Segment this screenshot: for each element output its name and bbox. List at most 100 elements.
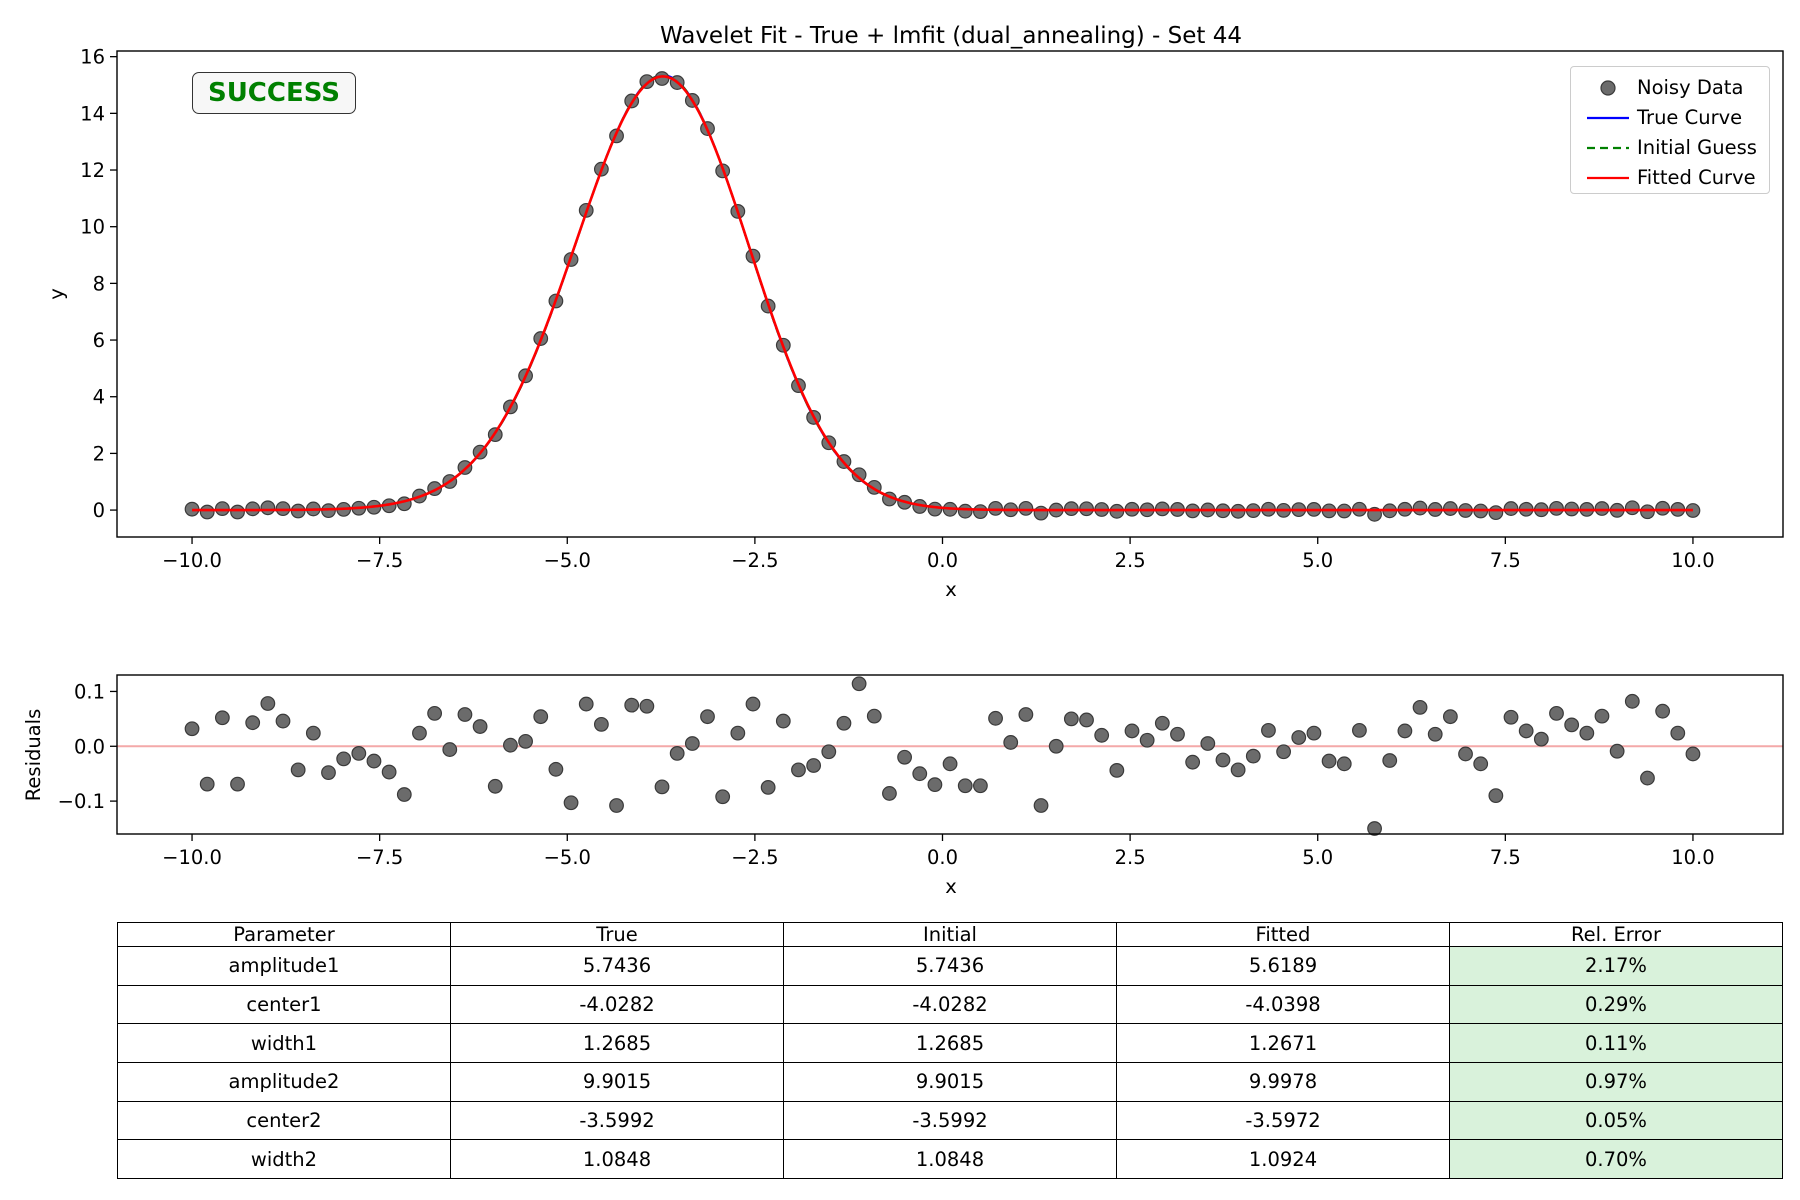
residual-x-ticks: −10.0 −7.5 −5.0 −2.5 0.0 2.5 5.0 7.5 10.0 <box>162 834 1715 869</box>
residual-point <box>396 787 412 802</box>
residual-point <box>760 779 776 795</box>
table-cell-rel-error: 0.97% <box>1449 1061 1783 1102</box>
noisy-data-point <box>214 501 230 516</box>
residual-point <box>1154 715 1170 731</box>
table-header-cell: Parameter <box>117 922 451 947</box>
residual-y-axis-label: Residuals <box>22 709 45 802</box>
residual-point <box>957 778 973 794</box>
table-cell: 5.7436 <box>783 946 1117 986</box>
residual-point <box>730 725 746 741</box>
legend-item-noisy-data: Noisy Data <box>1571 73 1771 103</box>
noisy-data-point <box>1442 501 1458 516</box>
noisy-data-point <box>927 501 943 517</box>
residual-point <box>1063 711 1079 727</box>
table-cell: 5.7436 <box>450 946 784 986</box>
table-cell: 1.2685 <box>783 1023 1117 1063</box>
residual-point <box>1594 708 1610 724</box>
table-cell: -3.5992 <box>783 1100 1117 1141</box>
table-cell: center2 <box>117 1100 451 1141</box>
residual-point <box>669 746 685 761</box>
main-x-ticks: −10.0 −7.5 −5.0 −2.5 0.0 2.5 5.0 7.5 10.0 <box>162 537 1715 572</box>
residual-point <box>1549 705 1564 721</box>
x-tick-label: 2.5 <box>1115 846 1146 869</box>
table-cell: 1.0924 <box>1116 1139 1450 1179</box>
residual-point <box>806 758 822 773</box>
residual-point <box>1685 746 1701 762</box>
residual-point <box>1033 798 1049 813</box>
residual-point <box>866 708 882 724</box>
residual-point <box>1579 725 1595 741</box>
residual-point <box>1412 699 1428 715</box>
residual-point <box>639 698 655 714</box>
residual-point <box>1352 722 1367 738</box>
residual-point <box>1458 746 1473 762</box>
noisy-data-point <box>972 504 988 520</box>
residual-point <box>1564 717 1580 733</box>
legend-item-fitted-curve: Fitted Curve <box>1571 163 1771 193</box>
table-cell: 1.2671 <box>1116 1023 1450 1063</box>
noisy-data-point <box>1655 500 1671 516</box>
residual-point <box>1291 730 1307 745</box>
table-cell: 9.9015 <box>783 1061 1117 1102</box>
residual-point <box>1245 748 1261 764</box>
residual-point <box>442 742 458 757</box>
noisy-data-point <box>260 500 276 516</box>
legend-label: Noisy Data <box>1637 76 1744 99</box>
initial-guess-line <box>192 74 1693 512</box>
residual-points <box>184 676 1701 836</box>
residual-point <box>321 765 336 780</box>
noisy-data-point <box>957 503 973 519</box>
y-tick-label: 0 <box>93 499 105 522</box>
residual-point <box>381 764 397 780</box>
noisy-data-point <box>1018 500 1034 516</box>
residual-point <box>1640 770 1655 786</box>
residual-point <box>518 733 533 749</box>
residual-point <box>988 710 1003 726</box>
legend-item-initial-guess: Initial Guess <box>1571 133 1771 163</box>
residual-point <box>1655 703 1671 719</box>
residual-point <box>1230 762 1246 778</box>
residual-point <box>1215 752 1231 768</box>
residual-point <box>260 696 276 711</box>
noisy-data-point <box>199 504 215 520</box>
residual-point <box>1624 693 1640 709</box>
noisy-data-point <box>1624 500 1640 516</box>
residual-point <box>745 696 761 712</box>
table-cell-rel-error: 2.17% <box>1449 946 1783 986</box>
noisy-data-point <box>1033 505 1049 521</box>
residual-point <box>533 709 549 725</box>
noisy-data-point <box>1079 501 1094 517</box>
x-tick-label: −5.0 <box>544 846 591 869</box>
table-header-cell: Fitted <box>1116 922 1450 947</box>
legend-line-dashed-green <box>1587 146 1629 150</box>
table-cell: 5.6189 <box>1116 946 1450 986</box>
residual-point <box>1048 738 1064 754</box>
table-row: width2 1.0848 1.0848 1.0924 0.70% <box>117 1139 1783 1179</box>
table-row: amplitude2 9.9015 9.9015 9.9978 0.97% <box>117 1061 1783 1102</box>
x-tick-label: −2.5 <box>731 549 778 572</box>
table-cell: amplitude1 <box>117 946 451 986</box>
residual-point <box>487 778 503 794</box>
residual-point <box>336 751 352 767</box>
x-tick-label: 7.5 <box>1490 549 1521 572</box>
table-cell: 1.0848 <box>450 1139 784 1179</box>
residual-point <box>427 705 443 721</box>
x-tick-label: −10.0 <box>162 846 222 869</box>
y-tick-label: 0.0 <box>74 735 105 758</box>
x-tick-label: −5.0 <box>544 549 591 572</box>
residual-point <box>245 715 261 731</box>
table-cell: -3.5992 <box>450 1100 784 1141</box>
x-tick-label: −10.0 <box>162 549 222 572</box>
legend: Noisy Data True Curve Initial Guess Fitt… <box>1570 66 1770 194</box>
residual-point <box>1139 732 1155 748</box>
residual-point <box>472 719 488 734</box>
residual-point <box>775 713 791 729</box>
residual-point <box>184 721 200 737</box>
residual-point <box>1533 731 1549 747</box>
y-tick-label: 6 <box>93 329 105 352</box>
noisy-data-point <box>1594 501 1610 516</box>
y-tick-label: 14 <box>80 102 105 125</box>
table-cell: 9.9015 <box>450 1061 784 1102</box>
legend-label: True Curve <box>1637 106 1743 129</box>
